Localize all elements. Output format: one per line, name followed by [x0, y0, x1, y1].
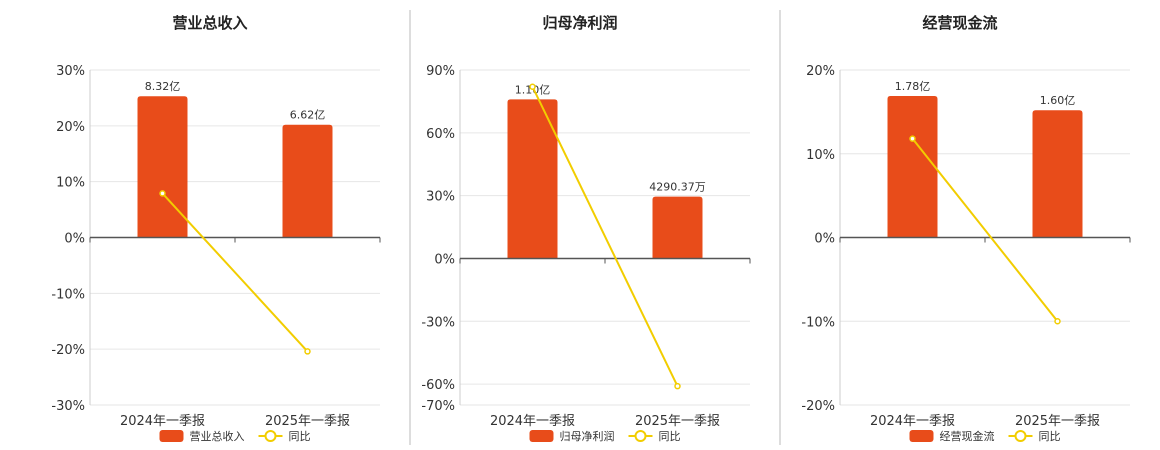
legend-bar-swatch — [159, 430, 184, 442]
yoy-point — [1054, 318, 1061, 325]
chart-panel-3: 经营现金流 20% 10% 0% -10% -20% 1.78亿 1.60亿 2024年一季报 2… — [801, 14, 1131, 443]
bar-data-label: 4290.37万 — [649, 181, 706, 194]
y-tick-label: -60% — [421, 378, 455, 393]
yoy-line — [531, 86, 679, 387]
bar — [887, 95, 938, 238]
legend-bar-label: 经营现金流 — [940, 429, 995, 443]
y-tick-label: -20% — [51, 343, 85, 358]
chart-panel-1: 营业总收入 30% 20% 10% 0% -10% -20% -30% 8.32亿 6.62亿 20… — [51, 14, 381, 443]
legend-line-label: 同比 — [289, 430, 311, 443]
legend-bar-label: 归母净利润 — [560, 429, 615, 443]
y-tick-label: 60% — [426, 127, 455, 142]
y-tick-label: -30% — [421, 315, 455, 330]
y-tick-label: -10% — [51, 287, 85, 302]
x-category-label: 2025年一季报 — [1015, 414, 1100, 429]
legend-line-marker — [264, 430, 277, 442]
y-tick-label: 10% — [806, 148, 835, 163]
bar-data-label: 1.60亿 — [1040, 94, 1076, 107]
y-tick-label: -70% — [421, 399, 455, 414]
y-tick-label: 20% — [806, 64, 835, 79]
yoy-point — [674, 382, 681, 390]
chart-title: 营业总收入 — [172, 14, 247, 32]
y-tick-label: -10% — [801, 315, 835, 330]
chart-panel-2: 归母净利润90%60%30%0%-30%-60%-70%1.10亿4290.37… — [421, 14, 751, 443]
y-tick-label: 0% — [64, 232, 85, 247]
legend-bar-swatch — [909, 430, 934, 442]
x-category-label: 2025年一季报 — [635, 414, 720, 429]
yoy-line — [161, 192, 309, 353]
y-tick-label: 20% — [56, 120, 85, 135]
x-category-label: 2024年一季报 — [120, 414, 205, 429]
legend-bar-label: 营业总收入 — [190, 429, 245, 443]
legend: 归母净利润 同比 — [529, 429, 681, 443]
legend-bar-swatch — [529, 430, 554, 442]
bar — [137, 96, 188, 238]
x-category-label: 2024年一季报 — [490, 414, 575, 429]
bar-data-label: 6.62亿 — [290, 109, 326, 122]
bar — [507, 99, 558, 259]
yoy-point — [529, 83, 536, 90]
y-tick-label: 30% — [426, 190, 455, 205]
bar-data-label: 8.32亿 — [145, 80, 181, 93]
bar — [1032, 110, 1083, 238]
yoy-point — [304, 348, 311, 355]
yoy-point — [909, 135, 916, 142]
yoy-point — [159, 190, 166, 197]
legend-line-marker — [634, 430, 647, 442]
bar-data-label: 1.78亿 — [895, 80, 931, 93]
y-tick-label: 0% — [434, 252, 455, 267]
legend-line-label: 同比 — [659, 430, 681, 443]
bar — [652, 196, 703, 259]
chart-title: 归母净利润 — [542, 14, 617, 32]
y-tick-label: 0% — [814, 232, 835, 247]
legend: 营业总收入 同比 — [159, 429, 311, 443]
legend-line-marker — [1014, 430, 1027, 442]
chart-title: 经营现金流 — [922, 14, 997, 32]
y-tick-label: 10% — [56, 176, 85, 191]
x-category-label: 2025年一季报 — [265, 414, 350, 429]
legend: 经营现金流 同比 — [909, 429, 1061, 443]
y-tick-label: 90% — [426, 64, 455, 79]
bar — [282, 124, 333, 238]
y-tick-label: -30% — [51, 399, 85, 414]
x-category-label: 2024年一季报 — [870, 414, 955, 429]
yoy-line — [911, 138, 1059, 322]
legend-line-label: 同比 — [1039, 430, 1061, 443]
y-tick-label: -20% — [801, 399, 835, 414]
y-tick-label: 30% — [56, 64, 85, 79]
